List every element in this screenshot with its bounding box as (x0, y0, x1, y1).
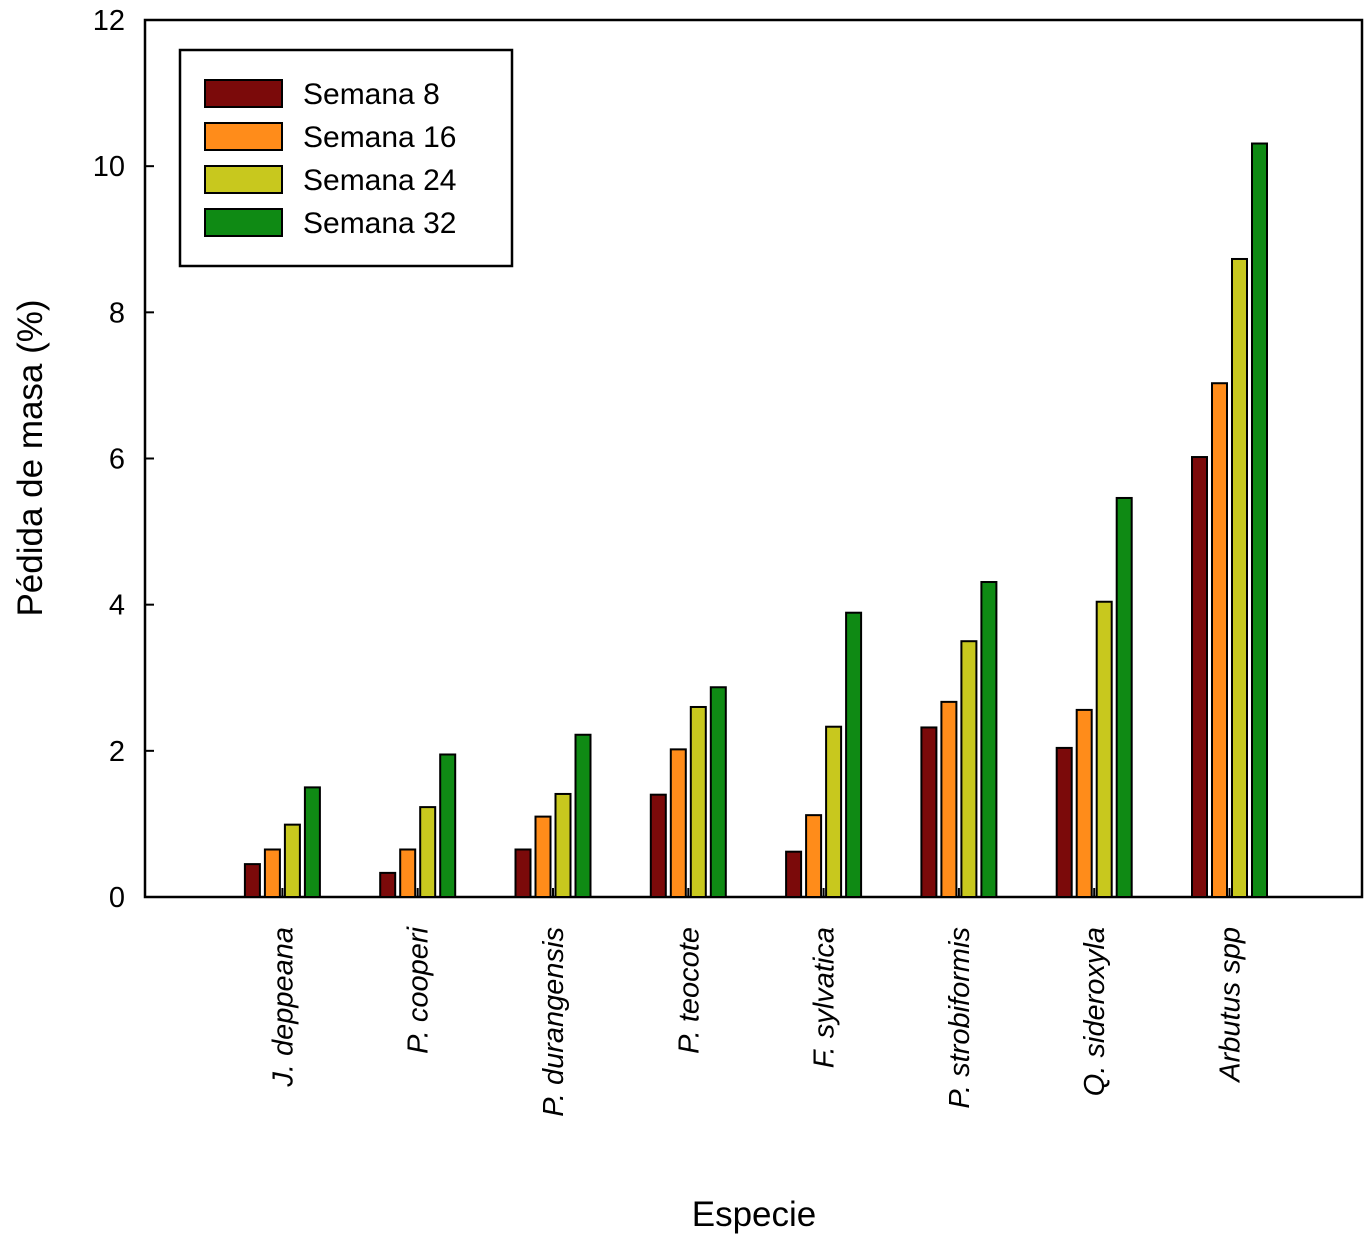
x-tick-label: Q. sideroxyla (1079, 927, 1111, 1096)
x-tick-label: F. sylvatica (809, 927, 841, 1068)
bar (439, 753, 457, 898)
y-tick-label: 0 (109, 882, 125, 914)
x-tick-label: P. teocote (673, 927, 705, 1054)
bar (1211, 382, 1228, 898)
y-tick-label: 8 (109, 297, 125, 329)
bar (920, 726, 938, 898)
bar (419, 806, 437, 898)
bar (960, 640, 978, 898)
bar (1191, 456, 1208, 898)
bar (283, 823, 301, 899)
bar (303, 786, 321, 898)
legend-swatch (204, 79, 283, 108)
x-tick-label: P. cooperi (403, 925, 435, 1053)
bar (689, 705, 707, 898)
bar (825, 725, 843, 898)
y-axis-title: Pédida de masa (%) (11, 299, 50, 616)
x-tick-label: Arbutus spp (1215, 927, 1247, 1084)
bar (1251, 142, 1268, 899)
legend-swatch (204, 122, 283, 151)
bar (649, 793, 667, 899)
legend-label: Semana 24 (303, 164, 456, 197)
y-tick-label: 2 (109, 736, 125, 768)
bar (845, 611, 863, 898)
x-axis-title: Especie (692, 1195, 817, 1234)
bar (554, 792, 572, 899)
bar (1075, 708, 1093, 899)
bar (669, 748, 687, 898)
plot-area: 0 2 4 6 8 10 12 J. deppeana P. cooperi P. durange… (93, 5, 1364, 1117)
bar (1095, 600, 1113, 898)
bar (805, 814, 823, 898)
bar (399, 848, 417, 899)
x-tick-label: J. deppeana (267, 927, 299, 1088)
x-tick-label: P. strobiformis (944, 927, 976, 1109)
legend-swatch (204, 165, 283, 194)
bar (980, 581, 998, 898)
bar (534, 815, 552, 899)
bar (514, 848, 532, 899)
y-tick-label: 12 (93, 5, 125, 37)
bar (379, 871, 397, 899)
bar (785, 850, 803, 899)
bar (940, 700, 958, 898)
y-tick-label: 6 (109, 444, 125, 476)
legend-swatch (204, 208, 283, 237)
bar (243, 863, 261, 898)
legend-label: Semana 16 (303, 121, 456, 154)
y-tick-label: 4 (109, 590, 125, 622)
bar (574, 733, 592, 898)
legend-label: Semana 8 (303, 78, 440, 111)
bar (1055, 746, 1073, 898)
y-tick-label: 10 (93, 151, 125, 183)
bar (709, 686, 727, 899)
x-tick-label: P. durangensis (538, 927, 570, 1117)
bar (1115, 496, 1133, 898)
legend-label: Semana 32 (303, 207, 456, 240)
bar (263, 848, 281, 899)
bar (1231, 257, 1248, 899)
